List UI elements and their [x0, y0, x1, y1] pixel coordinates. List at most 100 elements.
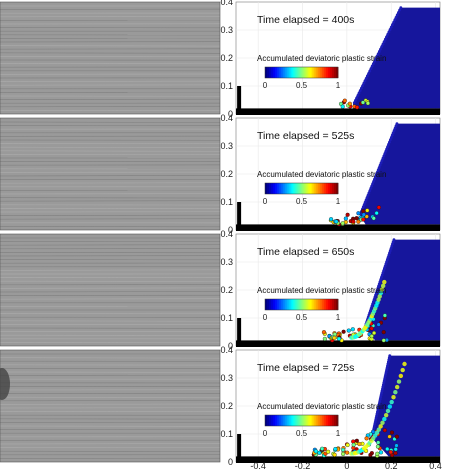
edge-particle: [377, 166, 381, 169]
colorbar-title: Accumulated deviatoric plastic strain: [257, 170, 386, 179]
edge-particle: [371, 182, 375, 186]
edge-particle: [356, 94, 360, 97]
edge-particle: [394, 15, 398, 19]
panel-title: Time elapsed = 525s: [257, 130, 354, 142]
edge-particle: [363, 200, 367, 204]
debris-particle: [375, 451, 380, 456]
colorbar-segment: [329, 67, 333, 78]
shear-band-particle: [377, 294, 382, 299]
debris-particle: [361, 217, 366, 222]
plot-column: 0.4 0.3 0.2 0.1 0 Time elapsed = 400s Accumula…: [220, 0, 441, 467]
edge-particle: [376, 52, 380, 56]
photo-frame: [0, 233, 221, 347]
edge-particle: [378, 400, 382, 403]
edge-particle: [379, 47, 382, 51]
edge-particle: [386, 364, 389, 368]
photo-texture-line: [0, 52, 221, 54]
edge-particle: [383, 375, 387, 378]
edge-particle: [375, 412, 379, 416]
colorbar-segment: [283, 299, 286, 310]
colorbar-segment: [333, 299, 337, 310]
colorbar-tick-label: 0.5: [296, 313, 308, 322]
debris-particle: [381, 338, 386, 343]
debris-particle: [332, 335, 337, 340]
colorbar-segment: [293, 299, 296, 310]
edge-particle: [373, 420, 377, 424]
debris-particle: [346, 328, 351, 333]
edge-particle: [377, 282, 381, 286]
edge-particle: [374, 293, 377, 297]
edge-particle: [369, 306, 373, 310]
y-tick-label: 0.1: [220, 313, 233, 323]
edge-particle: [384, 370, 388, 374]
edge-particle: [360, 86, 363, 90]
edge-particle: [378, 397, 382, 401]
y-tick-label: 0: [228, 341, 233, 351]
colorbar-segment: [279, 183, 282, 194]
colorbar-segment: [315, 299, 319, 310]
edge-particle: [381, 383, 385, 387]
edge-particle: [373, 295, 377, 299]
edge-particle: [388, 251, 391, 255]
photo-texture-line: [0, 121, 221, 123]
debris-particle: [388, 450, 393, 455]
debris-particle: [333, 446, 338, 452]
debris-particle: [336, 336, 342, 341]
edge-particle: [378, 280, 382, 284]
colorbar-segment: [317, 299, 321, 310]
edge-particle: [390, 244, 394, 248]
debris-particle: [382, 313, 387, 318]
colorbar-segment: [313, 415, 317, 426]
colorbar-segment: [295, 299, 298, 310]
edge-particle: [394, 124, 398, 128]
colorbar-segment: [293, 415, 296, 426]
photo-texture-line: [0, 45, 221, 47]
edge-particle: [370, 64, 374, 68]
y-tick-label: 0.2: [220, 169, 233, 179]
edge-particle: [375, 55, 379, 58]
colorbar-segment: [299, 415, 302, 426]
edge-particle: [388, 140, 391, 144]
photo-texture-line: [0, 105, 221, 108]
edge-particle: [371, 62, 375, 66]
ground-layer: [236, 456, 440, 463]
colorbar-title: Accumulated deviatoric plastic strain: [257, 286, 386, 295]
debris-particle: [372, 330, 377, 336]
debris-particle: [341, 447, 346, 452]
debris-particle: [361, 212, 366, 217]
edge-particle: [382, 379, 386, 382]
edge-particle: [391, 242, 394, 246]
colorbar-segment: [283, 183, 286, 194]
left-wall: [237, 434, 242, 462]
colorbar-segment: [331, 299, 335, 310]
edge-particle: [368, 69, 372, 73]
colorbar-segment: [297, 299, 300, 310]
colorbar-segment: [265, 183, 268, 194]
colorbar-segment: [297, 183, 300, 194]
y-tick-label: 0: [228, 225, 233, 235]
shear-band-particle: [378, 290, 384, 296]
photo-background: [0, 2, 220, 114]
y-tick-label: 0.3: [220, 257, 233, 267]
colorbar-tick-label: 1: [336, 197, 341, 206]
edge-particle: [361, 205, 365, 209]
colorbar-segment: [331, 67, 335, 78]
colorbar-segment: [281, 415, 284, 426]
edge-particle: [391, 240, 395, 244]
colorbar-frame: [264, 182, 339, 195]
colorbar-segment: [297, 415, 300, 426]
debris-particle: [321, 330, 327, 335]
y-tick-label: 0.4: [220, 113, 233, 123]
edge-particle: [383, 377, 387, 380]
photo-texture-line: [0, 298, 221, 300]
left-wall: [237, 86, 242, 114]
debris-particle: [369, 334, 374, 339]
edge-particle: [385, 260, 389, 264]
edge-particle: [385, 35, 388, 39]
colorbar-segment: [301, 67, 304, 78]
colorbar-segment: [281, 299, 284, 310]
photo-background: [0, 118, 220, 230]
edge-particle: [377, 404, 381, 407]
colorbar-segment: [271, 183, 274, 194]
colorbar-segment: [267, 299, 270, 310]
